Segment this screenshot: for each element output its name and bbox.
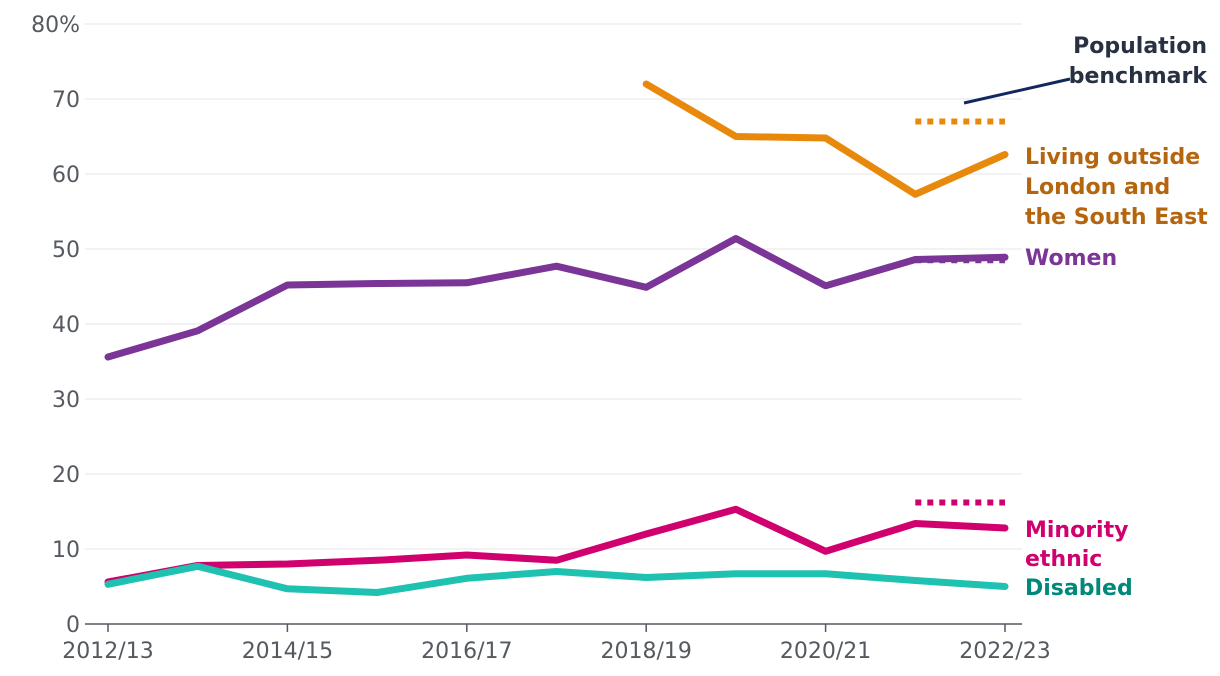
- living-outside-london-label: Living outside London and the South East: [1025, 145, 1208, 230]
- benchmark-annotation-label: Population benchmark: [1069, 34, 1209, 89]
- y-tick-label: 50: [52, 238, 80, 263]
- disabled-series-line: [104, 562, 1009, 596]
- benchmark-annotation: Population benchmark: [963, 34, 1209, 105]
- y-tick-label: 70: [52, 88, 80, 113]
- benchmark-lines: [915, 118, 1005, 506]
- y-tick-label: 20: [52, 463, 80, 488]
- series-labels: Living outside London and the South East Wo…: [1025, 145, 1208, 601]
- benchmark-annotation-line: [963, 77, 1071, 105]
- living-outside-london-series-line: [642, 80, 1009, 198]
- y-tick-label: 80%: [31, 13, 80, 38]
- x-tick-label: 2018/19: [600, 639, 691, 664]
- y-tick-label: 60: [52, 163, 80, 188]
- series-lines: [104, 80, 1009, 596]
- x-tick-label: 2022/23: [959, 639, 1050, 664]
- y-tick-label: 10: [52, 538, 80, 563]
- x-tick-label: 2012/13: [62, 639, 153, 664]
- minority-ethnic-series-line: [104, 505, 1009, 586]
- gridlines: [85, 23, 1022, 632]
- x-tick-label: 2020/21: [780, 639, 871, 664]
- x-tick-label: 2014/15: [242, 639, 333, 664]
- disabled-label: Disabled: [1025, 576, 1133, 601]
- y-tick-label: 30: [52, 388, 80, 413]
- x-axis-tick-labels: 2012/13 2014/15 2016/17 2018/19 2020/21 2022/…: [62, 639, 1050, 664]
- y-tick-label: 0: [66, 613, 80, 638]
- y-axis-tick-labels: 0 10 20 30 40 50 60 70 80%: [31, 13, 80, 638]
- y-tick-label: 40: [52, 313, 80, 338]
- women-label: Women: [1025, 246, 1117, 271]
- minority-ethnic-label: Minority ethnic: [1025, 518, 1128, 572]
- x-tick-label: 2016/17: [421, 639, 512, 664]
- women-series-line: [104, 235, 1009, 361]
